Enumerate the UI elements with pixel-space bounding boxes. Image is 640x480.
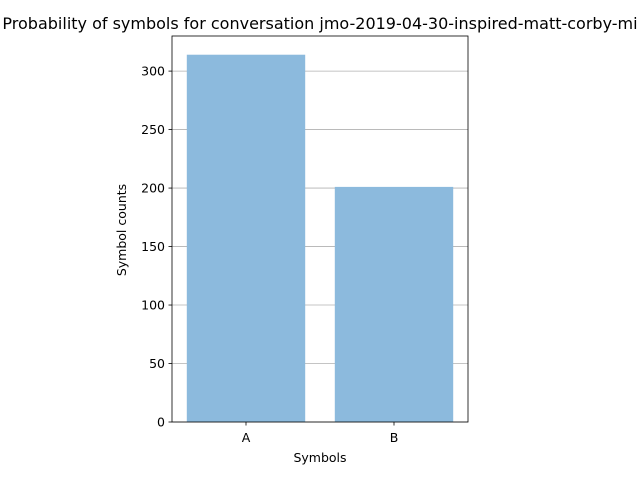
y-tick-label: 200: [141, 181, 165, 196]
y-tick-label: 50: [149, 356, 165, 371]
y-tick-label: 0: [157, 415, 165, 430]
y-tick-label: 250: [141, 122, 165, 137]
bar-b: [335, 187, 453, 422]
x-tick-label: B: [390, 430, 399, 445]
bars: [187, 55, 453, 422]
y-tick-label: 300: [141, 64, 165, 79]
x-tick-label: A: [242, 430, 251, 445]
y-tick-label: 100: [141, 298, 165, 313]
y-axis-label: Symbol counts: [114, 184, 129, 276]
x-axis-label: Symbols: [293, 450, 346, 465]
y-axis-ticks: 0 50 100 150 200 250 300: [141, 64, 172, 430]
chart-title: Probability of symbols for conversation …: [2, 14, 637, 33]
y-tick-label: 150: [141, 239, 165, 254]
bar-a: [187, 55, 305, 422]
